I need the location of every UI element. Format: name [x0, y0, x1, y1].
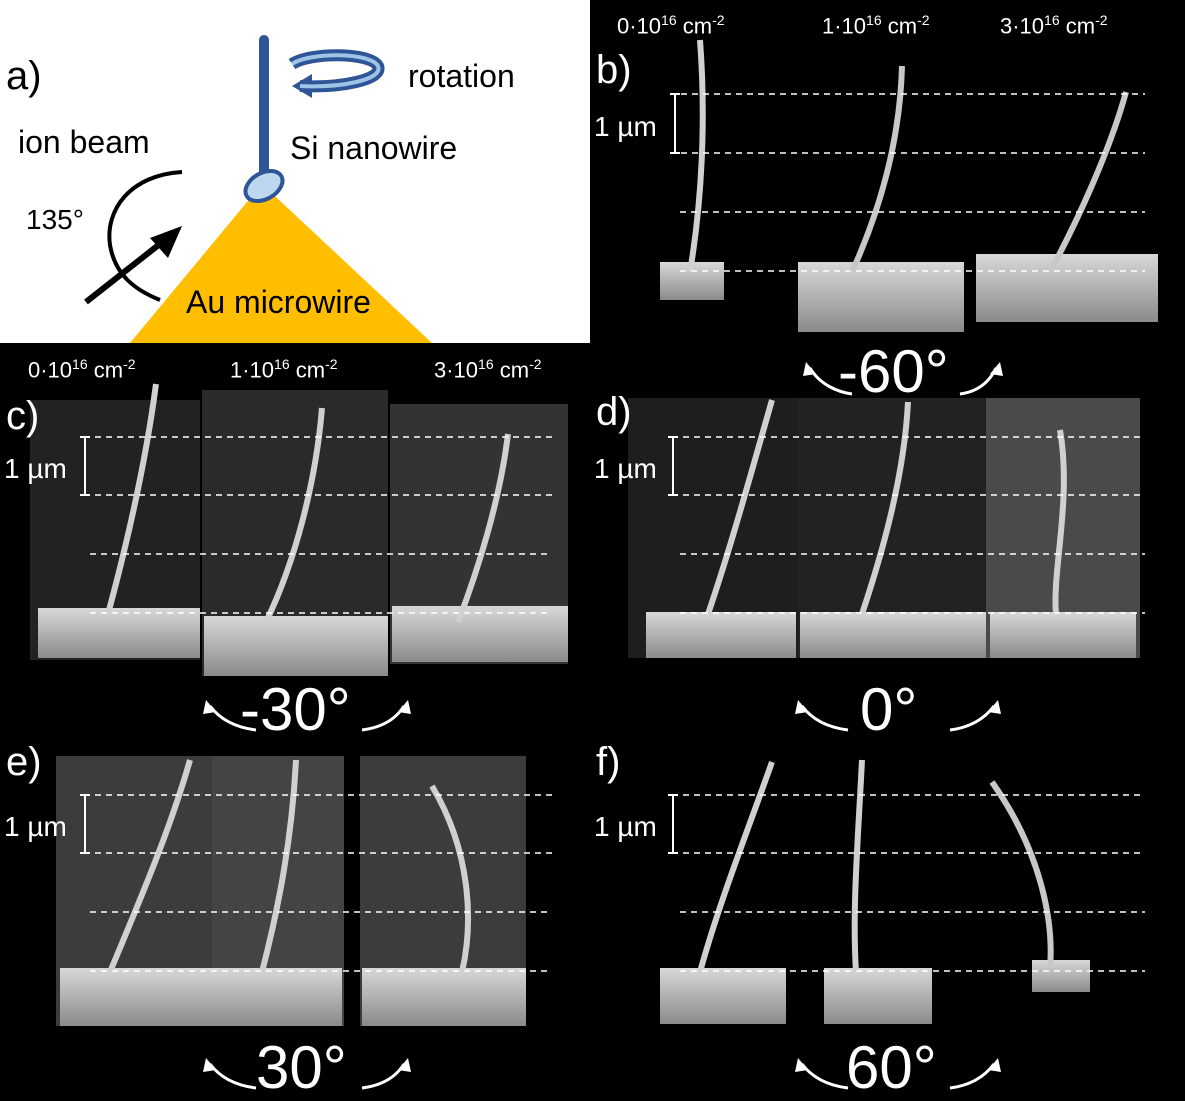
dose-header-3: 3·1016 cm-2	[1000, 12, 1108, 39]
panel-e-label: e)	[6, 740, 42, 784]
rotation-label: rotation	[408, 58, 515, 94]
scale-label-d: 1 µm	[594, 453, 657, 484]
au-microwire-shape	[130, 184, 432, 343]
si-nanowire-label: Si nanowire	[290, 130, 458, 166]
au-microwire-label: Au microwire	[186, 284, 371, 320]
panel-c-label: c)	[6, 394, 40, 438]
angle-label-e: 30°	[256, 1034, 347, 1101]
angle-label-c: -30°	[240, 676, 351, 743]
panel-d-label: d)	[596, 390, 632, 434]
panel-f-label: f)	[596, 740, 621, 784]
scale-label-c: 1 µm	[4, 453, 67, 484]
angle-135-label: 135°	[26, 204, 84, 235]
dose-header-0-mid: 0·1016 cm-2	[28, 356, 136, 383]
panel-a-schematic: a) rotation ion beam Si nanowire 135° Au…	[0, 0, 590, 343]
ion-beam-label: ion beam	[18, 124, 150, 160]
schematic-drawing	[84, 35, 432, 343]
panel-a-label: a)	[6, 54, 42, 98]
scale-label-f: 1 µm	[594, 811, 657, 842]
angle-label-b: -60°	[838, 338, 949, 405]
angle-label-f: 60°	[846, 1034, 937, 1101]
dose-header-1: 1·1016 cm-2	[822, 12, 930, 39]
dose-header-0: 0·1016 cm-2	[617, 12, 725, 39]
panel-b-label: b)	[596, 48, 632, 92]
angle-label-d: 0°	[860, 676, 918, 743]
nanowire-tip-ellipse	[243, 168, 285, 204]
angle-arc-icon	[107, 170, 183, 302]
dose-header-3-mid: 3·1016 cm-2	[434, 356, 542, 383]
dose-header-1-mid: 1·1016 cm-2	[230, 356, 338, 383]
scale-label-b: 1 µm	[594, 111, 657, 142]
scale-label-e: 1 µm	[4, 811, 67, 842]
ion-beam-arrow-icon	[84, 233, 172, 305]
